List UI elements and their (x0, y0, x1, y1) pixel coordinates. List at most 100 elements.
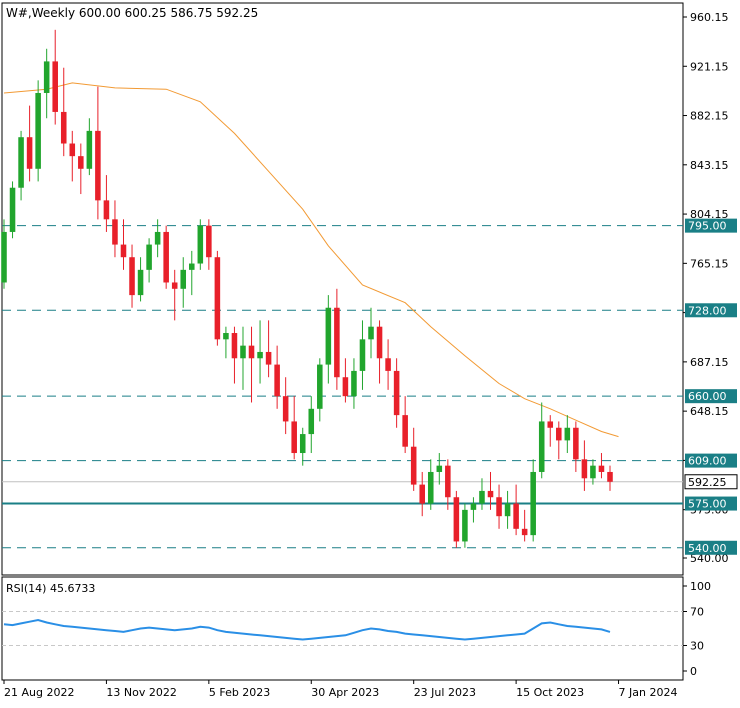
candle-body (120, 244, 127, 258)
candle-body (427, 471, 434, 504)
candle-body (547, 421, 554, 428)
candle-body (402, 415, 408, 447)
moving-average-line (3, 82, 619, 438)
candle-body (325, 307, 332, 365)
candle-body (112, 219, 118, 245)
price-panel-frame (1, 2, 684, 576)
candle-body (95, 130, 101, 201)
candle-body (581, 459, 588, 479)
candle-body (317, 364, 323, 409)
rsi-panel-frame (1, 576, 684, 681)
price-level-tag-label: 728.00 (688, 304, 727, 317)
candle-body (18, 137, 24, 188)
candle-body (52, 61, 58, 112)
candle-body (538, 421, 545, 472)
rsi-label: RSI(14) 45.6733 (6, 582, 95, 595)
price-level-tag (685, 453, 737, 468)
candle-body (342, 377, 349, 397)
candle-body (86, 130, 93, 169)
price-level-tag-label: 795.00 (688, 220, 727, 233)
candle-body (103, 200, 110, 220)
y-axis-tick-label: 687.15 (690, 356, 729, 369)
candle-body (573, 427, 579, 460)
candle-body (189, 263, 195, 270)
candle-body (60, 111, 67, 144)
x-axis-tick-label: 13 Nov 2022 (106, 686, 176, 699)
candle-body (248, 345, 255, 359)
candle-body (163, 231, 169, 283)
y-axis-tick-label: 843.15 (690, 159, 729, 172)
price-level-tag (685, 218, 737, 233)
candle-body (180, 269, 187, 289)
candle-body (351, 370, 357, 397)
candle-body (154, 231, 161, 245)
current-price-tag (684, 474, 738, 490)
candle-body (445, 465, 451, 498)
candle-body (607, 471, 613, 482)
y-axis-tick-label: 765.15 (690, 257, 729, 270)
candle-body (129, 257, 135, 296)
rsi-axis-tick-label: 70 (690, 606, 704, 619)
y-axis-tick-label: 882.15 (690, 110, 729, 123)
candle-body (265, 351, 272, 365)
price-level-tag-label: 575.00 (688, 498, 727, 511)
candle-body (197, 225, 204, 264)
y-axis-tick-label: 960.15 (690, 11, 729, 24)
price-level-tag (685, 389, 737, 404)
rsi-axis-tick-label: 100 (690, 580, 711, 593)
price-level-tag (685, 303, 737, 318)
candle-body (436, 465, 443, 472)
candle-body (9, 187, 16, 232)
x-axis-tick-label: 15 Oct 2023 (516, 686, 584, 699)
candle-body (274, 364, 280, 397)
current-price-tag-label: 592.25 (688, 476, 727, 489)
x-axis-tick-label: 30 Apr 2023 (311, 686, 379, 699)
candle-body (299, 434, 306, 454)
candle-body (214, 257, 221, 340)
candle-body (376, 326, 383, 359)
price-level-tag-label: 540.00 (688, 542, 727, 555)
candle-body (146, 244, 152, 270)
candle-body (223, 333, 229, 340)
candle-body (240, 345, 246, 359)
price-level-tag-label: 660.00 (688, 390, 727, 403)
candle-body (368, 326, 374, 340)
y-axis-tick-label: 648.15 (690, 405, 729, 418)
candle-body (257, 351, 263, 359)
candle-body (410, 446, 417, 485)
candle-body (590, 465, 596, 479)
candle-body (453, 497, 460, 542)
candle-body (282, 396, 289, 422)
candle-body (598, 465, 605, 472)
candle-body (308, 408, 315, 435)
candle-body (385, 358, 391, 371)
rsi-axis-tick-label: 0 (690, 665, 697, 678)
price-level-tag-label: 609.00 (688, 455, 727, 468)
candle-body (521, 528, 528, 536)
candle-body (564, 427, 571, 441)
candle-body (334, 307, 340, 378)
candle-body (231, 333, 238, 359)
candle-body (479, 490, 485, 504)
candle-body (513, 503, 519, 529)
candle-body (291, 421, 297, 454)
candle-body (419, 484, 425, 504)
candle-body (556, 427, 562, 441)
candle-body (69, 143, 76, 157)
x-axis-tick-label: 5 Feb 2023 (209, 686, 270, 699)
chart-header: W#,Weekly 600.00 600.25 586.75 592.25 (6, 6, 258, 20)
candle-body (359, 339, 366, 371)
candle-body (487, 490, 494, 498)
candle-body (504, 503, 511, 517)
x-axis-tick-label: 7 Jan 2024 (619, 686, 678, 699)
candle-body (137, 269, 144, 296)
price-level-tag (685, 496, 737, 511)
candle-body (171, 282, 178, 289)
x-axis-tick-label: 21 Aug 2022 (4, 686, 74, 699)
candle-body (78, 156, 84, 169)
price-level-tag (685, 540, 737, 555)
candle-body (26, 137, 33, 169)
candle-body (206, 225, 212, 258)
y-axis-tick-label: 804.15 (690, 208, 729, 221)
